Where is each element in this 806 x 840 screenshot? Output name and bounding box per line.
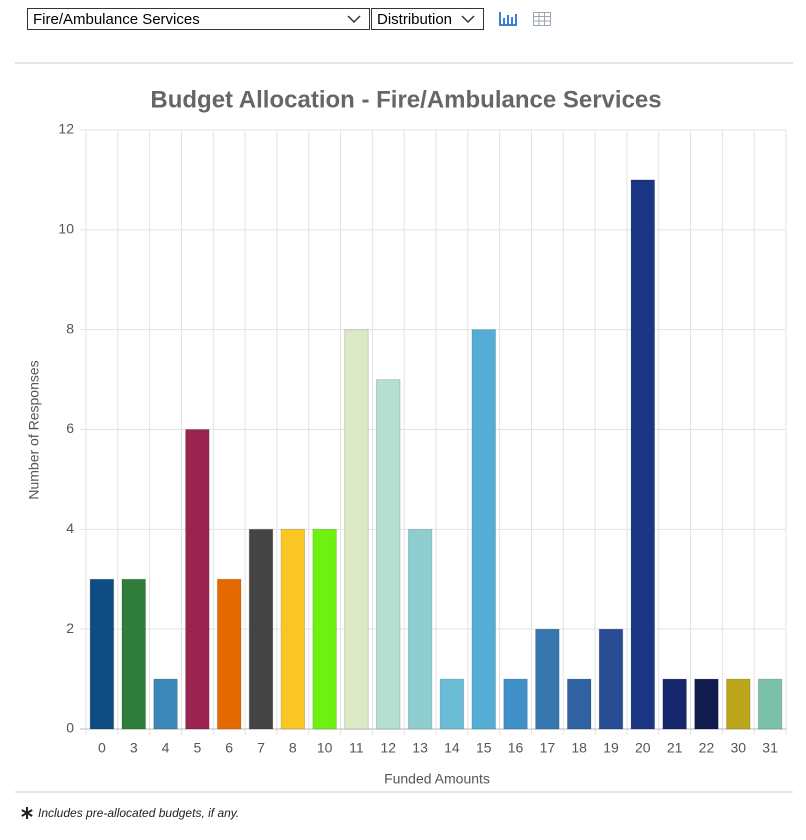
bar (439, 678, 465, 730)
x-tick-label: 5 (193, 740, 201, 756)
x-tick-label: 13 (412, 740, 428, 756)
y-tick-label: 10 (58, 221, 74, 237)
x-tick-label: 0 (98, 740, 106, 756)
bar (280, 528, 306, 730)
bar (757, 678, 783, 730)
x-tick-label: 4 (162, 740, 170, 756)
y-tick-label: 0 (66, 720, 74, 736)
bar (344, 329, 369, 730)
y-tick-label: 12 (58, 121, 74, 137)
bar (121, 578, 146, 730)
x-tick-label: 17 (540, 740, 556, 756)
chevron (461, 15, 475, 24)
x-tick-label: 15 (476, 740, 492, 756)
x-tick-label: 19 (603, 740, 619, 756)
bar (312, 528, 337, 730)
select-text: Fire/Ambulance Services (33, 11, 200, 28)
footnote: Includes pre-allocated budgets, if any. (38, 806, 239, 820)
bar (598, 628, 624, 730)
x-tick-label: 22 (699, 740, 715, 756)
select-text: Distribution (377, 11, 453, 28)
footnote-icon (21, 807, 33, 819)
bar (503, 678, 528, 730)
bar (89, 578, 115, 730)
x-tick-label: 21 (667, 740, 683, 756)
x-tick-label: 12 (380, 740, 396, 756)
bar (407, 528, 433, 730)
x-tick-label: 8 (289, 740, 297, 756)
x-tick-label: 6 (225, 740, 233, 756)
x-tick-label: 3 (130, 740, 138, 756)
bar (153, 678, 178, 730)
bar (694, 678, 719, 730)
x-tick-label: 31 (762, 740, 778, 756)
chevron (347, 15, 361, 24)
view-select[interactable]: Distribution (371, 8, 484, 30)
bar-chart-icon[interactable] (497, 10, 519, 28)
x-tick-label: 20 (635, 740, 651, 756)
x-tick-label: 14 (444, 740, 460, 756)
bar (662, 678, 687, 730)
bar (185, 429, 210, 730)
bar (566, 678, 592, 730)
x-tick-label: 18 (571, 740, 587, 756)
bar (248, 528, 274, 730)
y-tick-label: 6 (66, 420, 74, 436)
bar (216, 578, 242, 730)
y-tick-label: 2 (66, 620, 74, 636)
table-icon[interactable] (532, 11, 552, 27)
bar (471, 329, 497, 730)
x-tick-label: 30 (730, 740, 746, 756)
x-axis-label: Funded Amounts (384, 771, 490, 787)
x-tick-label: 10 (317, 740, 333, 756)
bar (630, 179, 656, 730)
x-tick-label: 7 (257, 740, 265, 756)
bar (726, 678, 751, 730)
x-tick-label: 11 (349, 740, 364, 756)
bar (376, 379, 401, 730)
bar (535, 628, 560, 730)
y-tick-label: 8 (66, 320, 74, 336)
x-tick-label: 16 (508, 740, 524, 756)
chart-title: Budget Allocation - Fire/Ambulance Servi… (150, 86, 661, 113)
y-axis-label: Number of Responses (26, 360, 42, 499)
category-select[interactable]: Fire/Ambulance Services (27, 8, 370, 30)
y-tick-label: 4 (66, 520, 74, 536)
